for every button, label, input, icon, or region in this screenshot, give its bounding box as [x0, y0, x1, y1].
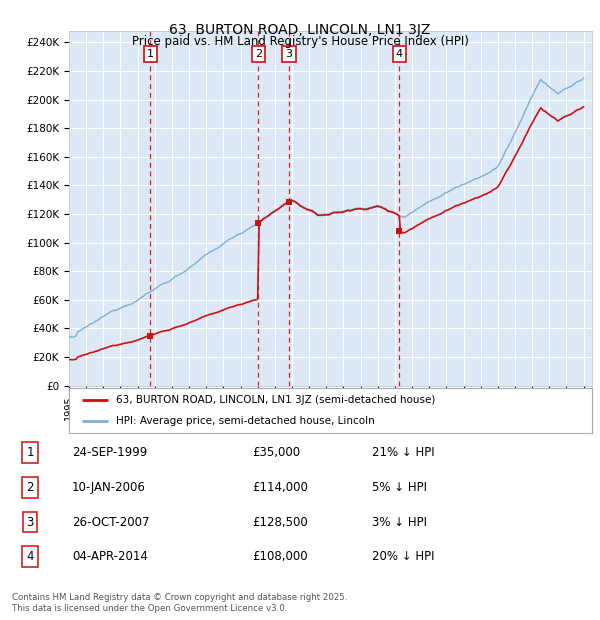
Text: 5% ↓ HPI: 5% ↓ HPI	[372, 481, 427, 494]
Text: 20% ↓ HPI: 20% ↓ HPI	[372, 551, 434, 563]
Text: 3: 3	[286, 49, 292, 59]
Text: 2: 2	[26, 481, 34, 494]
Text: 1: 1	[26, 446, 34, 459]
Text: 3% ↓ HPI: 3% ↓ HPI	[372, 516, 427, 528]
Text: 4: 4	[26, 551, 34, 563]
Text: 24-SEP-1999: 24-SEP-1999	[72, 446, 147, 459]
Text: HPI: Average price, semi-detached house, Lincoln: HPI: Average price, semi-detached house,…	[116, 415, 375, 426]
Text: 4: 4	[395, 49, 403, 59]
Text: 1: 1	[146, 49, 154, 59]
Text: 63, BURTON ROAD, LINCOLN, LN1 3JZ: 63, BURTON ROAD, LINCOLN, LN1 3JZ	[169, 23, 431, 37]
Text: 63, BURTON ROAD, LINCOLN, LN1 3JZ (semi-detached house): 63, BURTON ROAD, LINCOLN, LN1 3JZ (semi-…	[116, 395, 436, 405]
Text: Contains HM Land Registry data © Crown copyright and database right 2025.
This d: Contains HM Land Registry data © Crown c…	[12, 593, 347, 613]
Text: £108,000: £108,000	[252, 551, 308, 563]
Text: £114,000: £114,000	[252, 481, 308, 494]
Text: 21% ↓ HPI: 21% ↓ HPI	[372, 446, 434, 459]
Text: 04-APR-2014: 04-APR-2014	[72, 551, 148, 563]
Text: 10-JAN-2006: 10-JAN-2006	[72, 481, 146, 494]
Text: £128,500: £128,500	[252, 516, 308, 528]
Text: 2: 2	[254, 49, 262, 59]
Text: 26-OCT-2007: 26-OCT-2007	[72, 516, 149, 528]
Text: Price paid vs. HM Land Registry's House Price Index (HPI): Price paid vs. HM Land Registry's House …	[131, 35, 469, 48]
Text: 3: 3	[26, 516, 34, 528]
Text: £35,000: £35,000	[252, 446, 300, 459]
